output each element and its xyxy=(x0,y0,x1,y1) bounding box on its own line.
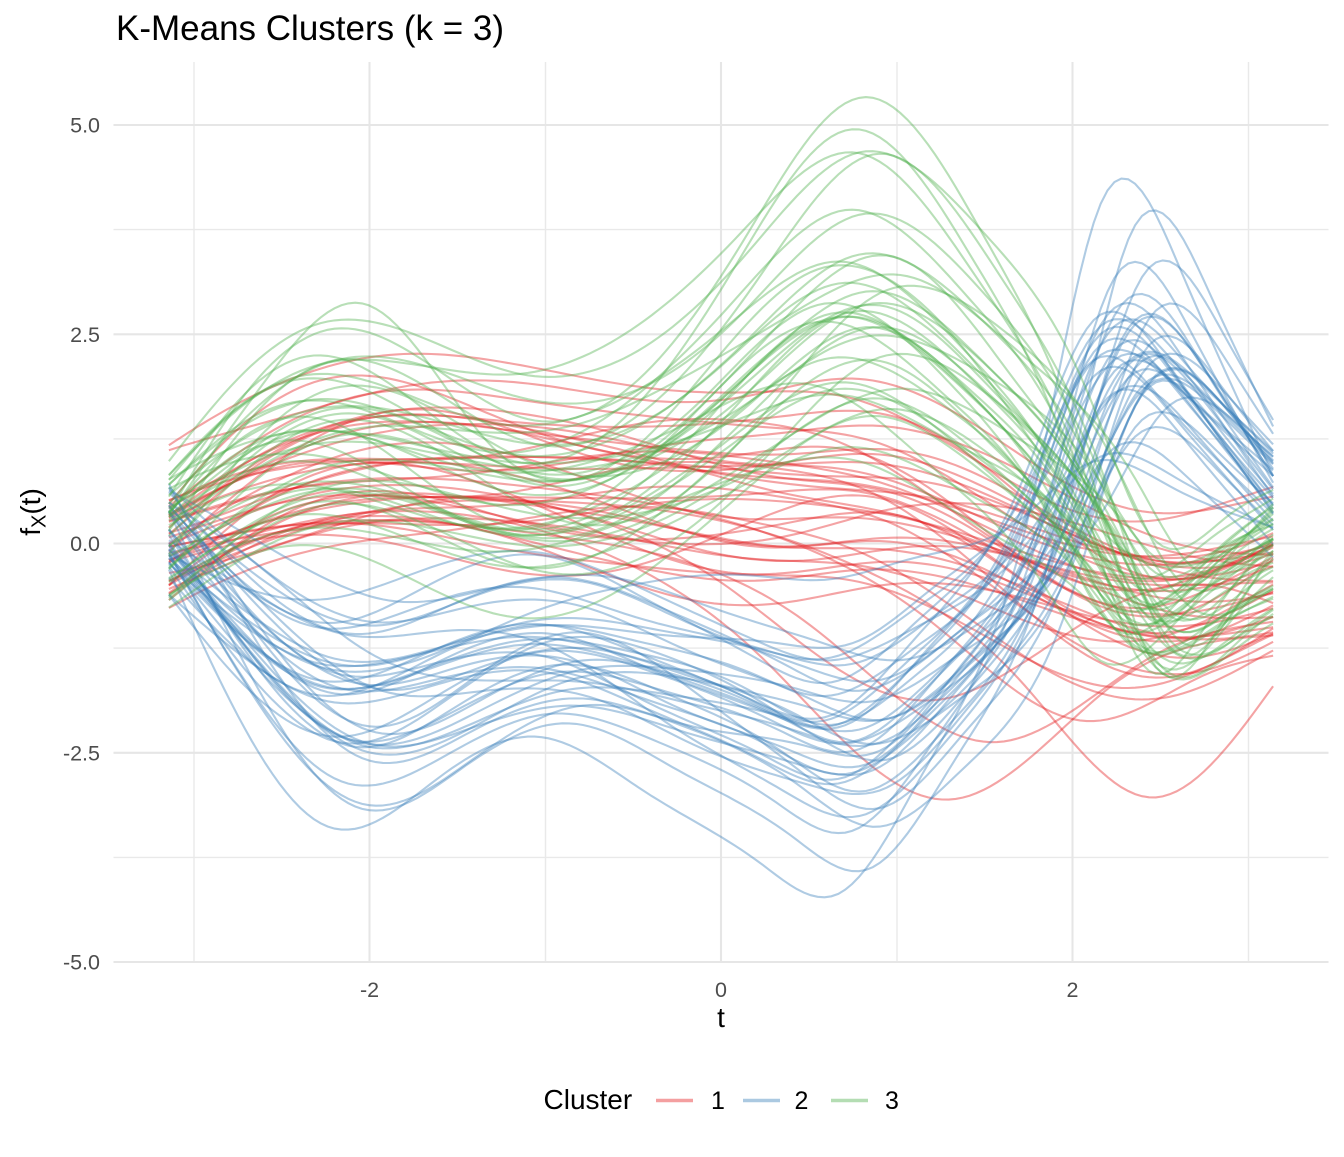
svg-text:0.0: 0.0 xyxy=(70,532,100,556)
svg-text:K-Means Clusters (k = 3): K-Means Clusters (k = 3) xyxy=(116,9,504,48)
svg-text:Cluster: Cluster xyxy=(544,1084,633,1115)
svg-text:fX(t): fX(t) xyxy=(15,488,51,536)
svg-text:2: 2 xyxy=(1067,978,1079,1002)
svg-text:1: 1 xyxy=(711,1087,725,1115)
svg-text:-2: -2 xyxy=(360,978,379,1002)
svg-text:5.0: 5.0 xyxy=(70,114,100,138)
svg-text:0: 0 xyxy=(715,978,727,1002)
svg-text:2.5: 2.5 xyxy=(70,323,100,347)
svg-text:3: 3 xyxy=(885,1087,899,1115)
svg-text:t: t xyxy=(717,1002,725,1033)
svg-text:-5.0: -5.0 xyxy=(63,951,100,975)
svg-text:2: 2 xyxy=(795,1087,809,1115)
svg-text:-2.5: -2.5 xyxy=(63,741,100,765)
